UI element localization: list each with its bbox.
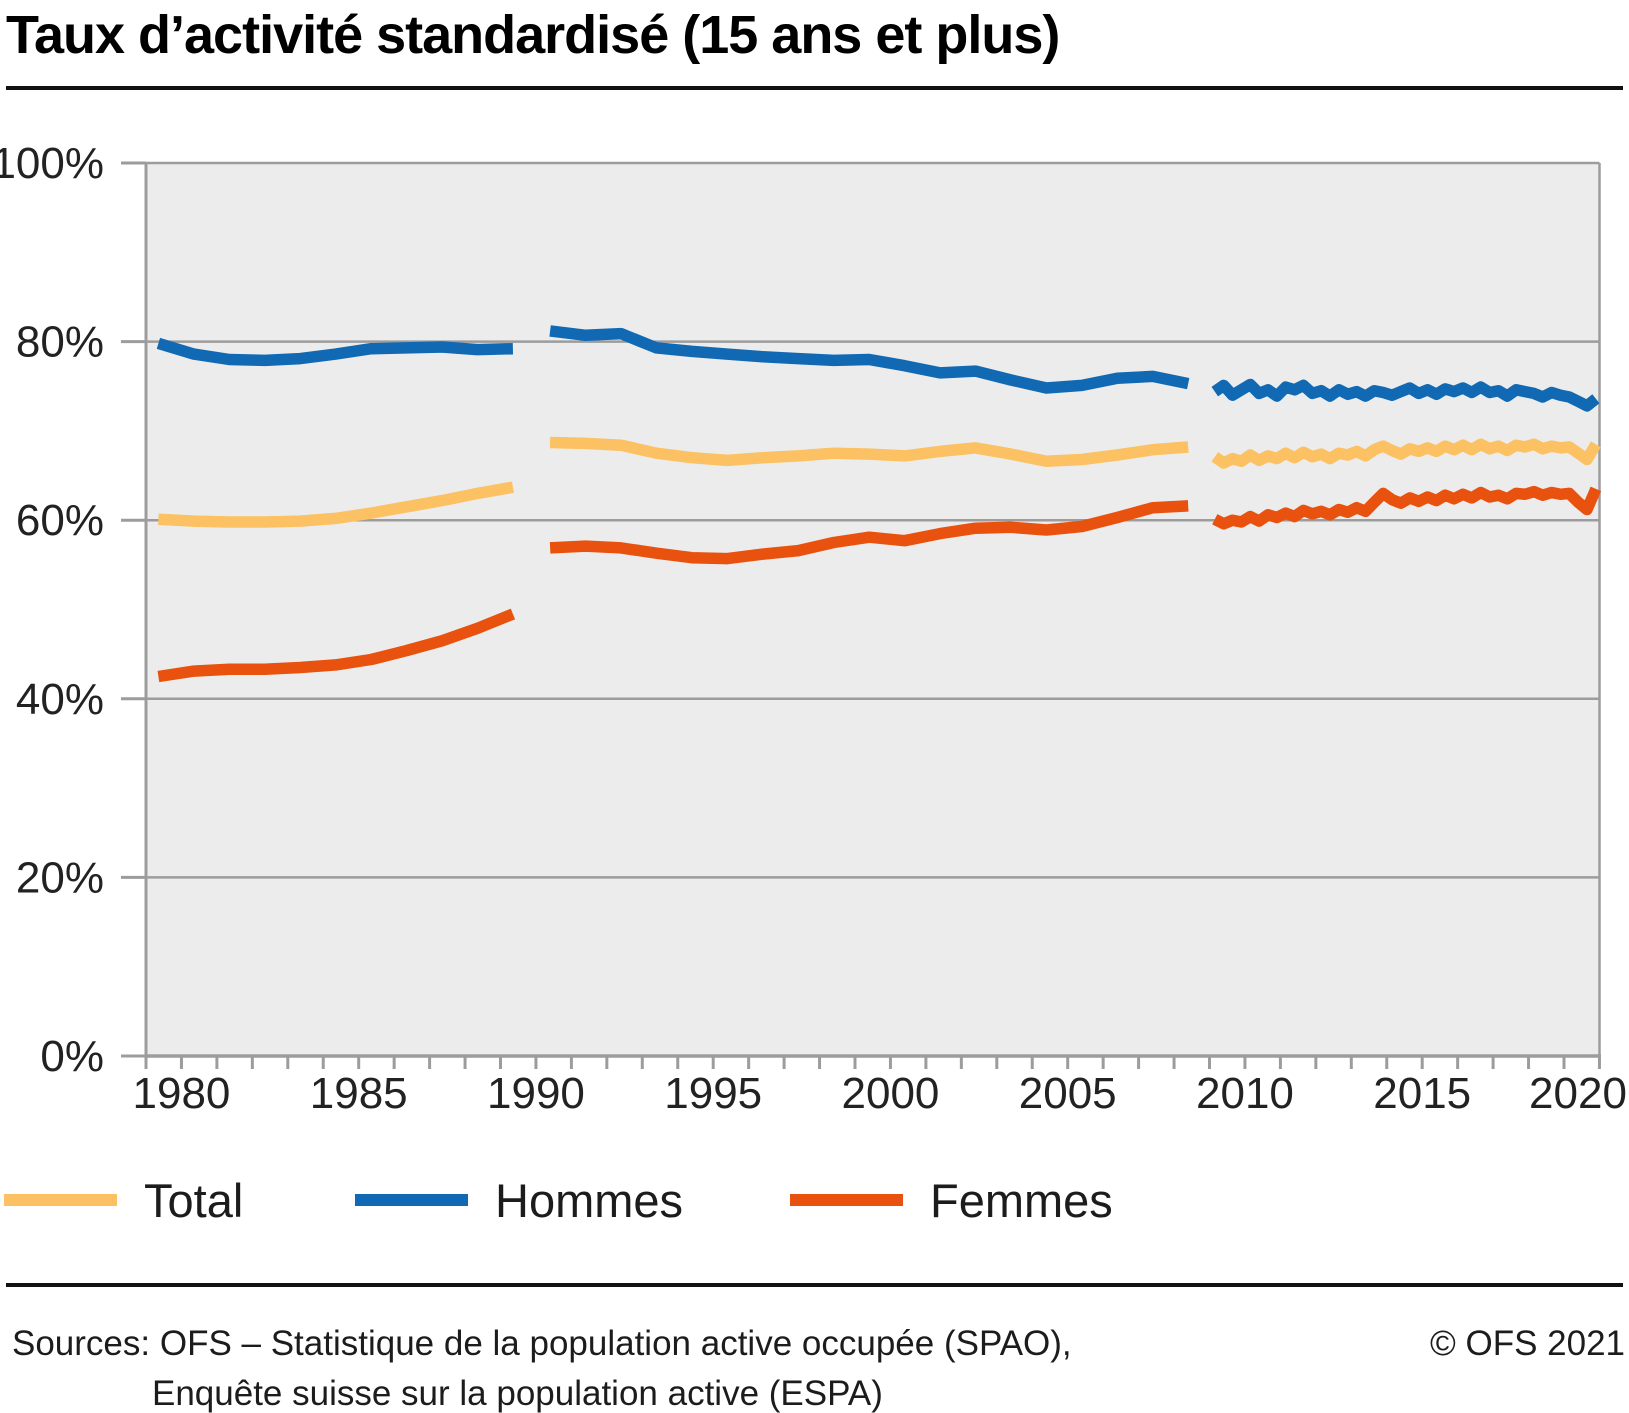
series-line-hommes [156, 337, 514, 367]
footer-divider [6, 1283, 1623, 1287]
legend-item-femmes: Femmes [790, 1168, 1113, 1232]
series-line-total [158, 481, 514, 528]
y-axis-label: 40% [16, 675, 104, 724]
hommes-line-swatch [355, 1194, 468, 1206]
x-axis-label: 1980 [133, 1069, 231, 1118]
copyright: © OFS 2021 [1429, 1324, 1625, 1363]
plot-area [146, 163, 1600, 1056]
y-axis-label: 80% [16, 318, 104, 367]
x-axis-label: 2005 [1019, 1069, 1117, 1118]
series-line-femmes [549, 500, 1189, 565]
y-axis-label: 20% [16, 853, 104, 902]
series-line-total [549, 436, 1189, 468]
legend-item-hommes: Hommes [355, 1168, 683, 1232]
series-line-total [1211, 438, 1601, 469]
legend-label-femmes: Femmes [930, 1173, 1113, 1227]
x-axis-label: 2015 [1373, 1069, 1471, 1118]
title-divider [6, 86, 1623, 90]
x-axis-label: 2010 [1196, 1069, 1294, 1118]
sources-line-2: Enquête suisse sur la population active … [152, 1374, 883, 1413]
x-axis-label: 1985 [310, 1069, 408, 1118]
y-axis-label: 60% [16, 496, 104, 545]
series-line-hommes [549, 325, 1190, 394]
femmes-line-swatch [790, 1194, 903, 1206]
x-axis-label: 2020 [1529, 1069, 1627, 1118]
y-axis-label: 0% [40, 1032, 104, 1081]
legend-item-total: Total [4, 1168, 243, 1232]
x-axis-label: 2000 [842, 1069, 940, 1118]
legend-label-hommes: Hommes [495, 1173, 684, 1227]
series-line-hommes [1211, 378, 1600, 412]
series-line-femmes [157, 608, 516, 683]
sources-line-1: Sources: OFS – Statistique de la populat… [12, 1324, 1072, 1363]
x-axis-label: 1995 [664, 1069, 762, 1118]
total-line-swatch [4, 1194, 117, 1206]
legend-label-total: Total [144, 1173, 244, 1227]
chart-legend: Total Hommes Femmes [0, 1168, 1629, 1232]
x-axis-label: 1990 [487, 1069, 585, 1118]
series-line-femmes [1212, 485, 1602, 530]
page-title: Taux d’activité standardisé (15 ans et p… [6, 5, 1060, 65]
y-axis-label: 100% [0, 139, 104, 188]
